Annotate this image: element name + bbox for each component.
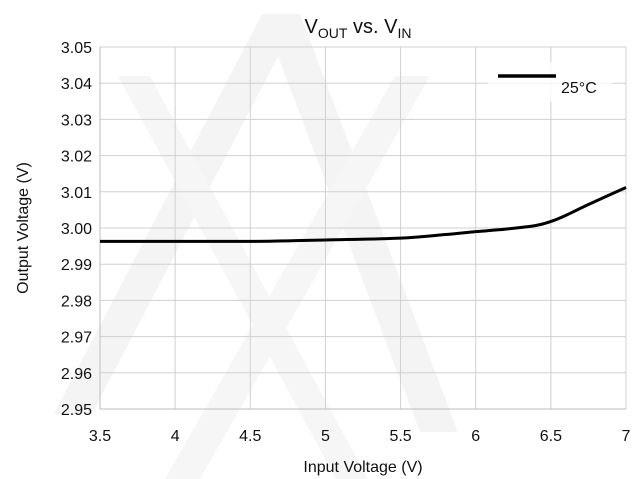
- legend: 25°C: [488, 62, 612, 102]
- chart-title: VOUT vs. VIN: [305, 16, 412, 41]
- x-axis-label: Input Voltage (V): [303, 459, 422, 476]
- legend-label-25c: 25°C: [561, 80, 597, 97]
- x-tick-label: 5.5: [389, 428, 411, 445]
- x-tick-label: 5: [321, 428, 330, 445]
- y-tick-label: 3.05: [61, 40, 92, 57]
- x-tick-label: 4.5: [239, 428, 261, 445]
- title-left-sub: OUT: [318, 25, 348, 41]
- y-tick-label: 3.02: [61, 149, 92, 166]
- x-tick-label: 6.5: [540, 428, 562, 445]
- x-tick-label: 6: [471, 428, 480, 445]
- y-tick-label: 2.95: [61, 402, 92, 419]
- y-axis-label: Output Voltage (V): [15, 162, 32, 294]
- y-tick-label: 3.04: [61, 76, 92, 93]
- y-tick-label: 2.97: [61, 330, 92, 347]
- x-tick-label: 7: [622, 428, 631, 445]
- y-tick-label: 3.03: [61, 112, 92, 129]
- title-right-main: V: [384, 16, 398, 38]
- x-tick-label: 3.5: [89, 428, 111, 445]
- y-tick-label: 2.96: [61, 366, 92, 383]
- x-tick-label: 4: [171, 428, 180, 445]
- title-middle: vs.: [347, 16, 384, 38]
- y-tick-label: 3.00: [61, 221, 92, 238]
- y-tick-label: 3.01: [61, 185, 92, 202]
- y-tick-label: 2.99: [61, 257, 92, 274]
- x-tick-labels: 3.5 4 4.5 5 5.5 6 6.5 7: [89, 428, 631, 445]
- title-right-sub: IN: [397, 25, 411, 41]
- y-tick-label: 2.98: [61, 293, 92, 310]
- title-left-main: V: [305, 16, 319, 38]
